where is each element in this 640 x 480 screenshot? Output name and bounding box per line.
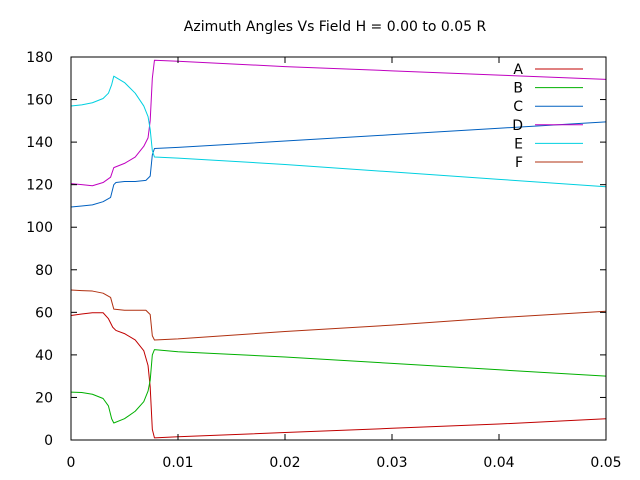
y-tick-label: 120 bbox=[26, 178, 53, 194]
series-line-a bbox=[70, 312, 607, 439]
series-line-f bbox=[70, 289, 607, 341]
y-tick-label: 160 bbox=[26, 93, 53, 109]
legend-label-d: D bbox=[512, 118, 523, 134]
series-line-c bbox=[70, 121, 607, 208]
legend-label-f: F bbox=[515, 155, 523, 171]
x-tick-label: 0.05 bbox=[590, 455, 621, 471]
y-tick-label: 20 bbox=[35, 390, 53, 406]
x-tick-label: 0.04 bbox=[483, 455, 514, 471]
axes-layer: 0 0.01 0.02 0.03 0.04 0.05 0 20 40 60 80 100 120 140 1… bbox=[26, 50, 621, 471]
chart-title: Azimuth Angles Vs Field H = 0.00 to 0.05… bbox=[184, 19, 487, 35]
series-layer bbox=[70, 59, 607, 439]
series-line-e bbox=[70, 75, 607, 188]
y-tick-label: 180 bbox=[26, 50, 53, 66]
y-tick-label: 100 bbox=[26, 220, 53, 236]
y-tick-label: 0 bbox=[44, 433, 53, 449]
x-tick-label: 0 bbox=[67, 455, 76, 471]
legend-label-a: A bbox=[513, 62, 523, 78]
x-tick-label: 0.01 bbox=[162, 455, 193, 471]
x-tick-label: 0.03 bbox=[376, 455, 407, 471]
legend-label-c: C bbox=[513, 99, 523, 115]
legend-label-e: E bbox=[514, 136, 523, 152]
legend-label-b: B bbox=[513, 81, 523, 97]
y-tick-label: 140 bbox=[26, 135, 53, 151]
series-line-b bbox=[70, 349, 607, 424]
plot-frame bbox=[70, 56, 607, 441]
y-tick-label: 80 bbox=[35, 263, 53, 279]
y-tick-label: 40 bbox=[35, 348, 53, 364]
x-tick-label: 0.02 bbox=[269, 455, 300, 471]
series-line-d bbox=[70, 59, 607, 187]
y-tick-label: 60 bbox=[35, 305, 53, 321]
